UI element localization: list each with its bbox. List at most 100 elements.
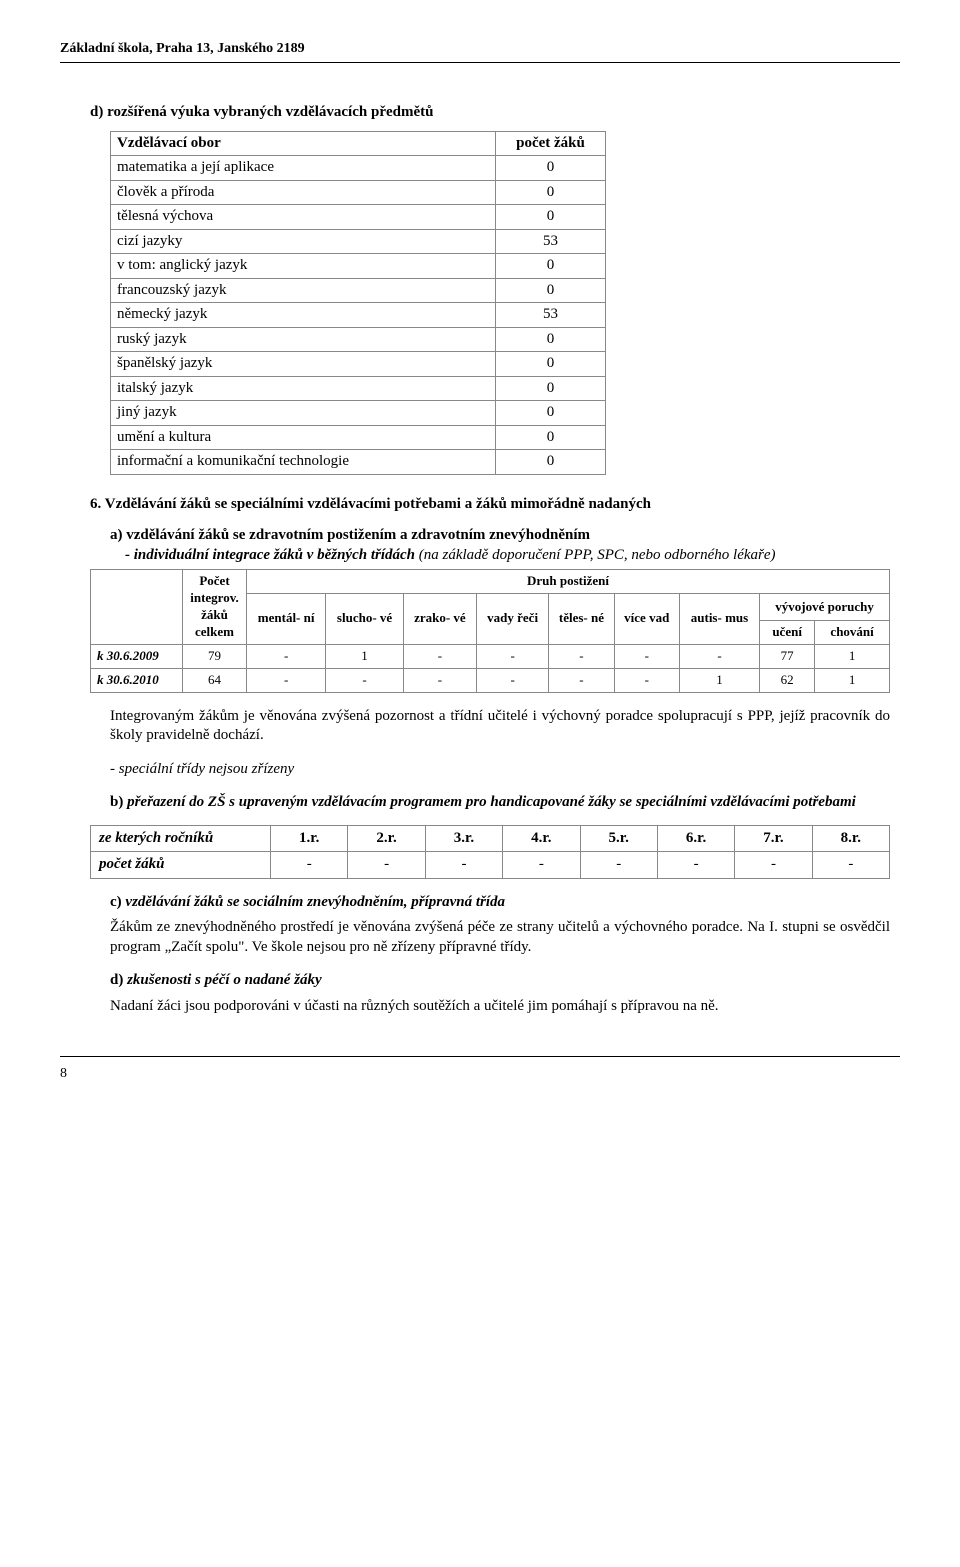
table-row: člověk a příroda0	[111, 180, 606, 205]
table-row: španělský jazyk0	[111, 352, 606, 377]
subject-count: 53	[496, 229, 606, 254]
cell: -	[735, 852, 812, 879]
sub-a: a) vzdělávání žáků se zdravotním postiže…	[110, 526, 890, 565]
section-6-title: Vzdělávání žáků se speciálními vzdělávac…	[105, 496, 651, 512]
table-row: k 30.6.201064------1621	[91, 668, 890, 692]
col-h: těles- né	[549, 594, 614, 645]
subject-label: španělský jazyk	[111, 352, 496, 377]
subject-label: ruský jazyk	[111, 327, 496, 352]
col-header: počet žáků	[496, 131, 606, 156]
cell: -	[247, 668, 326, 692]
cell: 4.r.	[503, 825, 580, 852]
cell: 1	[326, 644, 404, 668]
subject-count: 0	[496, 156, 606, 181]
cell: -	[271, 852, 348, 879]
cell: 1	[679, 668, 759, 692]
cell: -	[614, 644, 679, 668]
cell: -	[476, 644, 548, 668]
col-h: zrako- vé	[403, 594, 476, 645]
table-row: informační a komunikační technologie0	[111, 450, 606, 475]
table-row: francouzský jazyk0	[111, 278, 606, 303]
table-row: tělesná výchova0	[111, 205, 606, 230]
footer-rule	[60, 1056, 900, 1057]
row2-label: počet žáků	[91, 852, 271, 879]
subject-label: umění a kultura	[111, 425, 496, 450]
cell: -	[425, 852, 502, 879]
page-number: 8	[60, 1065, 900, 1083]
cell: -	[549, 644, 614, 668]
subject-label: italský jazyk	[111, 376, 496, 401]
cell: -	[247, 644, 326, 668]
sub-c-letter: c)	[110, 894, 122, 910]
cell: 5.r.	[580, 825, 657, 852]
table-row: ze kterých ročníků 1.r. 2.r. 3.r. 4.r. 5…	[91, 825, 890, 852]
sub-a-para: Integrovaným žákům je věnována zvýšená p…	[110, 707, 890, 746]
sub-d-letter: d)	[110, 972, 123, 988]
row1-label: ze kterých ročníků	[91, 825, 271, 852]
table-row: umění a kultura0	[111, 425, 606, 450]
subject-count: 53	[496, 303, 606, 328]
cell: -	[812, 852, 889, 879]
col-pocet: Počet integrov. žáků celkem	[183, 570, 247, 645]
cell: -	[580, 852, 657, 879]
table-row: ruský jazyk0	[111, 327, 606, 352]
cell: 1	[815, 644, 890, 668]
col-vyvoj-ch: chování	[815, 620, 890, 644]
table-row: počet žáků - - - - - - - -	[91, 852, 890, 879]
subject-count: 0	[496, 180, 606, 205]
col-header: Vzdělávací obor	[111, 131, 496, 156]
integration-table: Počet integrov. žáků celkem Druh postiže…	[90, 569, 890, 692]
subject-count: 0	[496, 254, 606, 279]
section-d-letter: d)	[90, 104, 103, 120]
subject-count: 0	[496, 425, 606, 450]
section-6-number: 6.	[90, 496, 101, 512]
cell: -	[348, 852, 425, 879]
subject-label: v tom: anglický jazyk	[111, 254, 496, 279]
header-rule	[60, 62, 900, 63]
cell: 3.r.	[425, 825, 502, 852]
table-row: italský jazyk0	[111, 376, 606, 401]
subject-count: 0	[496, 450, 606, 475]
table-row: matematika a její aplikace0	[111, 156, 606, 181]
subject-label: člověk a příroda	[111, 180, 496, 205]
cell: 1	[815, 668, 890, 692]
sub-a-note: - speciální třídy nejsou zřízeny	[110, 760, 890, 780]
row-label: k 30.6.2009	[91, 644, 183, 668]
cell: -	[614, 668, 679, 692]
subject-label: francouzský jazyk	[111, 278, 496, 303]
transfer-table: ze kterých ročníků 1.r. 2.r. 3.r. 4.r. 5…	[90, 825, 890, 879]
col-h: autis- mus	[679, 594, 759, 645]
subject-label: jiný jazyk	[111, 401, 496, 426]
sub-a-ital-tail: (na základě doporučení PPP, SPC, nebo od…	[419, 547, 776, 563]
sub-a-ital1: - individuální integrace žáků v běžných …	[125, 547, 415, 563]
doc-header: Základní škola, Praha 13, Janského 2189	[60, 40, 900, 58]
subject-label: německý jazyk	[111, 303, 496, 328]
page: Základní škola, Praha 13, Janského 2189 …	[60, 40, 900, 1083]
subjects-table: Vzdělávací obor počet žáků matematika a …	[110, 131, 606, 475]
subject-count: 0	[496, 352, 606, 377]
col-h: slucho- vé	[326, 594, 404, 645]
section-6-heading: 6. Vzdělávání žáků se speciálními vzdělá…	[90, 495, 890, 515]
section-d-title: rozšířená výuka vybraných vzdělávacích p…	[107, 104, 433, 120]
subject-label: informační a komunikační technologie	[111, 450, 496, 475]
table-row: německý jazyk53	[111, 303, 606, 328]
sub-d-title: zkušenosti s péčí o nadané žáky	[127, 972, 322, 988]
table-row: v tom: anglický jazyk0	[111, 254, 606, 279]
subject-count: 0	[496, 278, 606, 303]
col-druh: Druh postižení	[247, 570, 890, 594]
sub-b-letter: b)	[110, 794, 123, 810]
cell: 2.r.	[348, 825, 425, 852]
cell: 1.r.	[271, 825, 348, 852]
col-h: více vad	[614, 594, 679, 645]
sub-d-para: Nadaní žáci jsou podporováni v účasti na…	[110, 997, 890, 1017]
sub-c-title: vzdělávání žáků se sociálním znevýhodněn…	[125, 894, 505, 910]
col-h: mentál- ní	[247, 594, 326, 645]
sub-a-bold: vzdělávání žáků se zdravotním postižením…	[126, 527, 590, 543]
cell: -	[326, 668, 404, 692]
row-label: k 30.6.2010	[91, 668, 183, 692]
sub-c: c) vzdělávání žáků se sociálním znevýhod…	[110, 893, 890, 913]
cell: 8.r.	[812, 825, 889, 852]
subject-count: 0	[496, 205, 606, 230]
cell: -	[503, 852, 580, 879]
subject-label: cizí jazyky	[111, 229, 496, 254]
